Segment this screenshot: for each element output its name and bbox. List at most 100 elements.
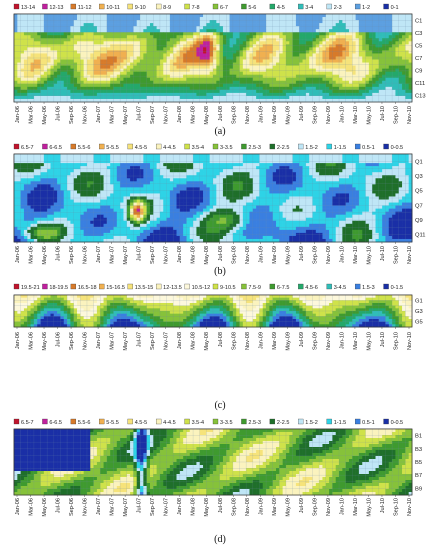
heatmap-cell	[120, 23, 124, 27]
heatmap-cell	[229, 166, 234, 170]
heatmap-cell	[348, 92, 353, 97]
heatmap-cell	[246, 14, 250, 18]
heatmap-cell	[378, 181, 383, 185]
heatmap-cell	[209, 163, 214, 167]
heatmap-cell	[285, 14, 290, 18]
heatmap-cell	[203, 74, 207, 79]
heatmap-cell	[213, 166, 217, 170]
heatmap-cell	[173, 157, 177, 161]
heatmap-cell	[143, 181, 147, 185]
heatmap-cell	[120, 65, 124, 69]
heatmap-cell	[295, 35, 300, 39]
heatmap-cell	[352, 92, 356, 97]
heatmap-cell	[209, 71, 214, 75]
heatmap-cell	[163, 86, 167, 91]
heatmap-cell	[37, 163, 41, 167]
heatmap-cell	[153, 154, 157, 158]
heatmap-cell	[276, 175, 280, 179]
heatmap-cell	[209, 92, 214, 97]
heatmap-cell	[189, 44, 194, 48]
heatmap-cell	[348, 47, 353, 51]
heatmap-cell	[352, 86, 356, 91]
heatmap-cell	[226, 71, 230, 75]
heatmap-cell	[77, 92, 81, 97]
heatmap-cell	[130, 32, 134, 36]
heatmap-cell	[110, 44, 114, 48]
heatmap-cell	[339, 56, 343, 60]
heatmap-cell	[140, 68, 144, 72]
heatmap-cell	[106, 178, 111, 182]
heatmap-cell	[57, 56, 61, 60]
heatmap-cell	[325, 44, 330, 48]
heatmap-cell	[229, 172, 234, 176]
heatmap-cell	[67, 14, 71, 18]
heatmap-cell	[312, 20, 317, 24]
heatmap-cell	[47, 68, 51, 72]
heatmap-cell	[378, 169, 383, 173]
heatmap-cell	[256, 44, 260, 48]
heatmap-cell	[262, 14, 267, 18]
heatmap-cell	[259, 47, 264, 51]
heatmap-cell	[329, 29, 333, 33]
heatmap-cell	[77, 157, 81, 161]
heatmap-cell	[106, 59, 111, 63]
heatmap-cell	[358, 44, 363, 48]
legend-item: 4.5-5	[127, 143, 147, 151]
heatmap-cell	[163, 38, 167, 42]
heatmap-cell	[186, 92, 191, 97]
heatmap-cell	[63, 77, 68, 82]
heatmap-cell	[186, 89, 191, 94]
heatmap-cell	[242, 89, 247, 94]
heatmap-cell	[50, 47, 55, 51]
heatmap-cell	[123, 175, 128, 179]
heatmap-cell	[335, 181, 340, 185]
heatmap-cell	[23, 178, 28, 182]
heatmap-cell	[146, 77, 151, 82]
heatmap-cell	[392, 47, 396, 51]
heatmap-cell	[266, 74, 270, 79]
heatmap-cell	[37, 160, 41, 164]
heatmap-cell	[103, 50, 108, 54]
heatmap-cell	[378, 86, 383, 91]
heatmap-cell	[123, 98, 128, 103]
heatmap-cell	[77, 169, 81, 173]
heatmap-cell	[375, 17, 380, 21]
heatmap-cell	[156, 181, 161, 185]
heatmap-cell	[355, 29, 360, 33]
heatmap-cell	[332, 160, 337, 164]
heatmap-cell	[110, 29, 114, 33]
heatmap-cell	[179, 86, 184, 91]
heatmap-cell	[20, 89, 25, 94]
heatmap-cell	[365, 59, 370, 63]
heatmap-cell	[315, 74, 320, 79]
heatmap-cell	[20, 41, 25, 45]
heatmap-cell	[375, 157, 380, 161]
heatmap-cell	[199, 154, 204, 158]
heatmap-cell	[146, 184, 151, 188]
heatmap-cell	[305, 157, 310, 161]
heatmap-cell	[355, 157, 360, 161]
heatmap-cell	[149, 56, 154, 60]
heatmap-cell	[242, 77, 247, 82]
heatmap-cell	[173, 89, 177, 94]
heatmap-cell	[292, 89, 297, 94]
heatmap-cell	[292, 175, 297, 179]
heatmap-cell	[375, 80, 380, 85]
heatmap-cell	[279, 47, 283, 51]
heatmap-cell	[80, 38, 84, 42]
heatmap-cell	[398, 98, 403, 103]
heatmap-cell	[126, 65, 131, 69]
heatmap-cell	[27, 89, 31, 94]
heatmap-cell	[203, 98, 207, 103]
heatmap-cell	[226, 163, 230, 167]
legend-label: 0-1	[391, 5, 399, 11]
heatmap-cell	[312, 14, 317, 18]
heatmap-cell	[133, 178, 138, 182]
heatmap-cell	[193, 68, 197, 72]
heatmap-cell	[402, 35, 406, 39]
heatmap-cell	[143, 41, 147, 45]
heatmap-cell	[40, 181, 45, 185]
heatmap-cell	[113, 74, 118, 79]
heatmap-cell	[133, 47, 138, 51]
heatmap-cell	[67, 86, 71, 91]
